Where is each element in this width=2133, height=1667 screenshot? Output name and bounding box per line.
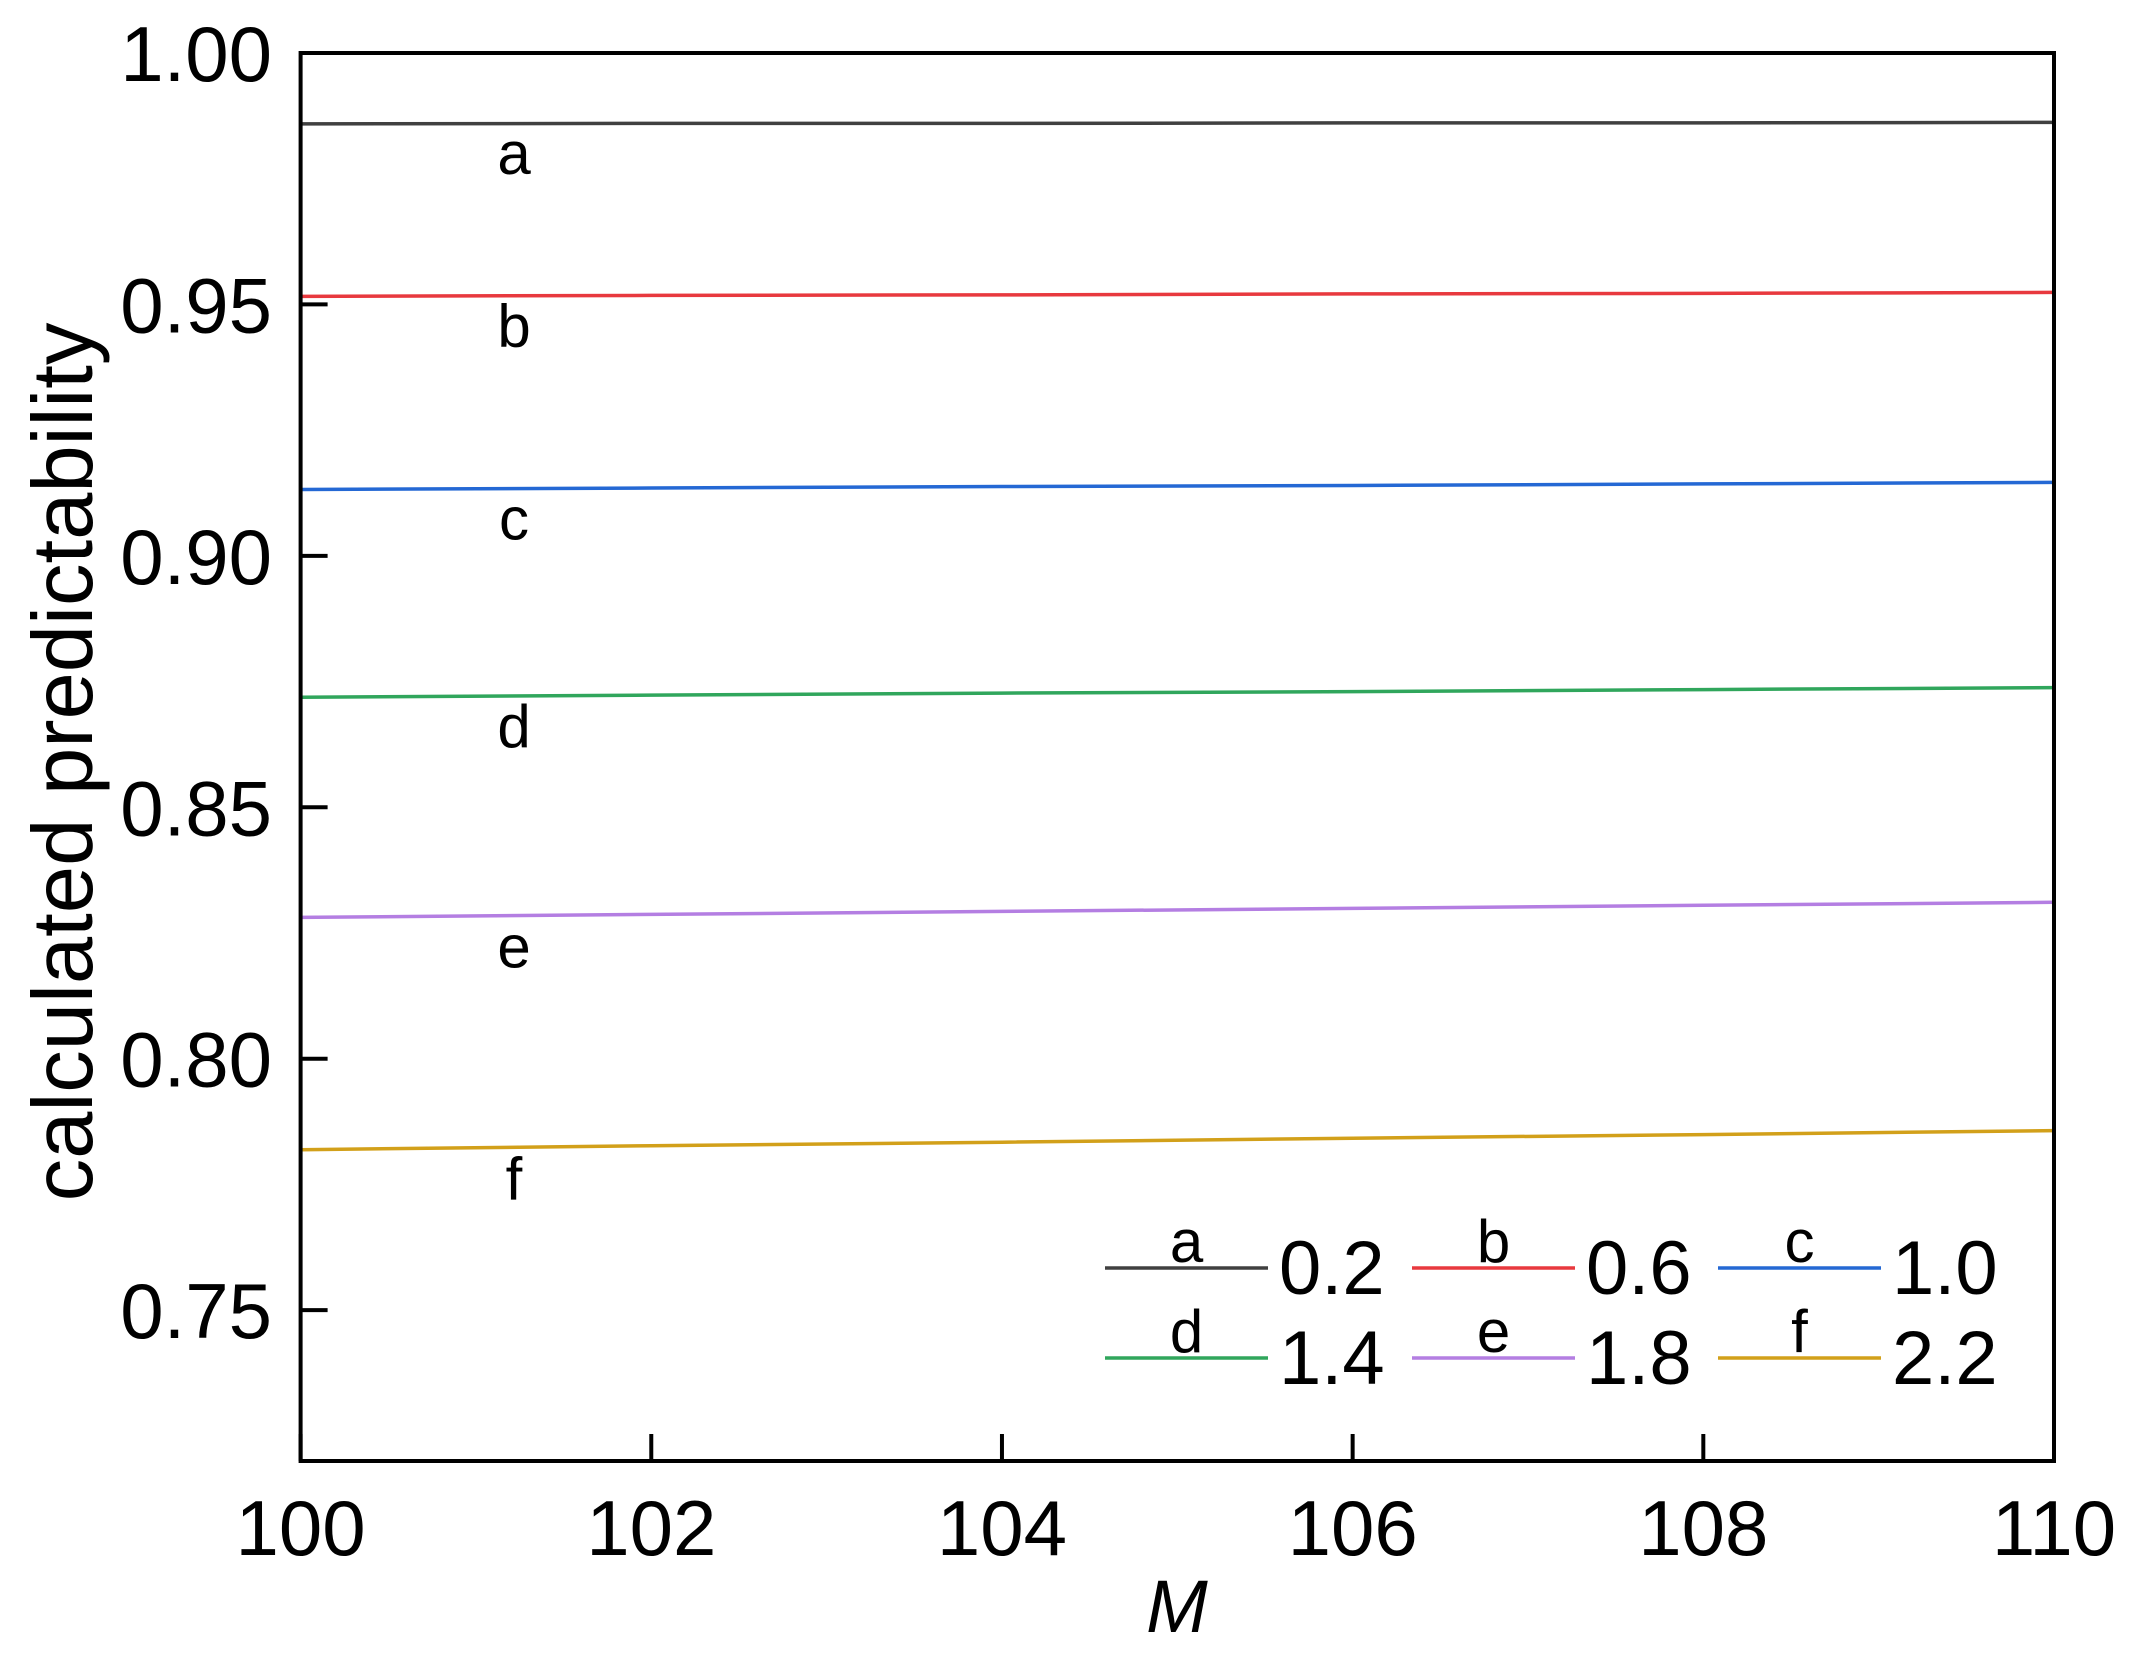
y-tick-label: 1.00 [120, 10, 272, 98]
y-tick-label: 0.95 [120, 261, 272, 349]
x-tick-label: 104 [937, 1484, 1067, 1572]
plot-frame [298, 51, 2057, 1463]
x-tick-label: 102 [586, 1484, 716, 1572]
series-line-f [300, 1128, 2055, 1152]
series-layer [300, 120, 2055, 1152]
legend-value-e: 1.8 [1586, 1316, 1692, 1401]
legend-entry-d: d 1.4 [1105, 1298, 1385, 1401]
curve-label-f: f [506, 1146, 523, 1213]
legend-letter-a: a [1170, 1208, 1204, 1275]
y-tick-label: 0.80 [120, 1016, 272, 1104]
curve-label-e: e [497, 913, 530, 980]
curve-label-a: a [497, 120, 531, 187]
legend-value-c: 1.0 [1892, 1226, 1998, 1311]
legend: a 0.2 b 0.6 c 1.0 d 1.4 e 1.8 f 2.2 [1105, 1208, 1998, 1401]
curve-label-b: b [497, 292, 530, 359]
legend-entry-a: a 0.2 [1105, 1208, 1385, 1311]
x-tick-label: 106 [1288, 1484, 1418, 1572]
y-tick-label: 0.90 [120, 513, 272, 601]
legend-letter-e: e [1477, 1298, 1510, 1365]
x-tick-label: 108 [1638, 1484, 1768, 1572]
legend-value-d: 1.4 [1279, 1316, 1385, 1401]
series-line-e [300, 900, 2055, 920]
series-line-b [300, 290, 2055, 299]
y-tick-label: 0.85 [120, 764, 272, 852]
legend-letter-b: b [1477, 1208, 1510, 1275]
x-axis-title: M [1146, 1565, 1208, 1648]
legend-entry-e: e 1.8 [1412, 1298, 1692, 1401]
x-tick-label: 110 [1992, 1484, 2116, 1572]
series-line-a [300, 120, 2055, 126]
legend-entry-f: f 2.2 [1718, 1298, 1998, 1401]
legend-letter-d: d [1170, 1298, 1203, 1365]
curve-labels: a b c d e f [497, 120, 531, 1213]
legend-letter-c: c [1785, 1208, 1815, 1275]
series-line-d [300, 685, 2055, 699]
curve-label-d: d [497, 693, 530, 760]
axes-layer: 100 102 104 106 108 110 0.75 0.80 0.85 0.90 0.95 1.… [120, 10, 2116, 1572]
legend-letter-f: f [1791, 1298, 1808, 1365]
x-tick-label: 100 [236, 1484, 366, 1572]
legend-value-b: 0.6 [1586, 1226, 1692, 1311]
y-tick-label: 0.75 [120, 1267, 272, 1355]
legend-entry-c: c 1.0 [1718, 1208, 1998, 1311]
legend-value-a: 0.2 [1279, 1226, 1385, 1311]
series-line-c [300, 480, 2055, 492]
legend-value-f: 2.2 [1892, 1316, 1998, 1401]
curve-label-c: c [499, 486, 529, 553]
legend-entry-b: b 0.6 [1412, 1208, 1692, 1311]
y-axis-title: calculated predictability [16, 322, 111, 1201]
